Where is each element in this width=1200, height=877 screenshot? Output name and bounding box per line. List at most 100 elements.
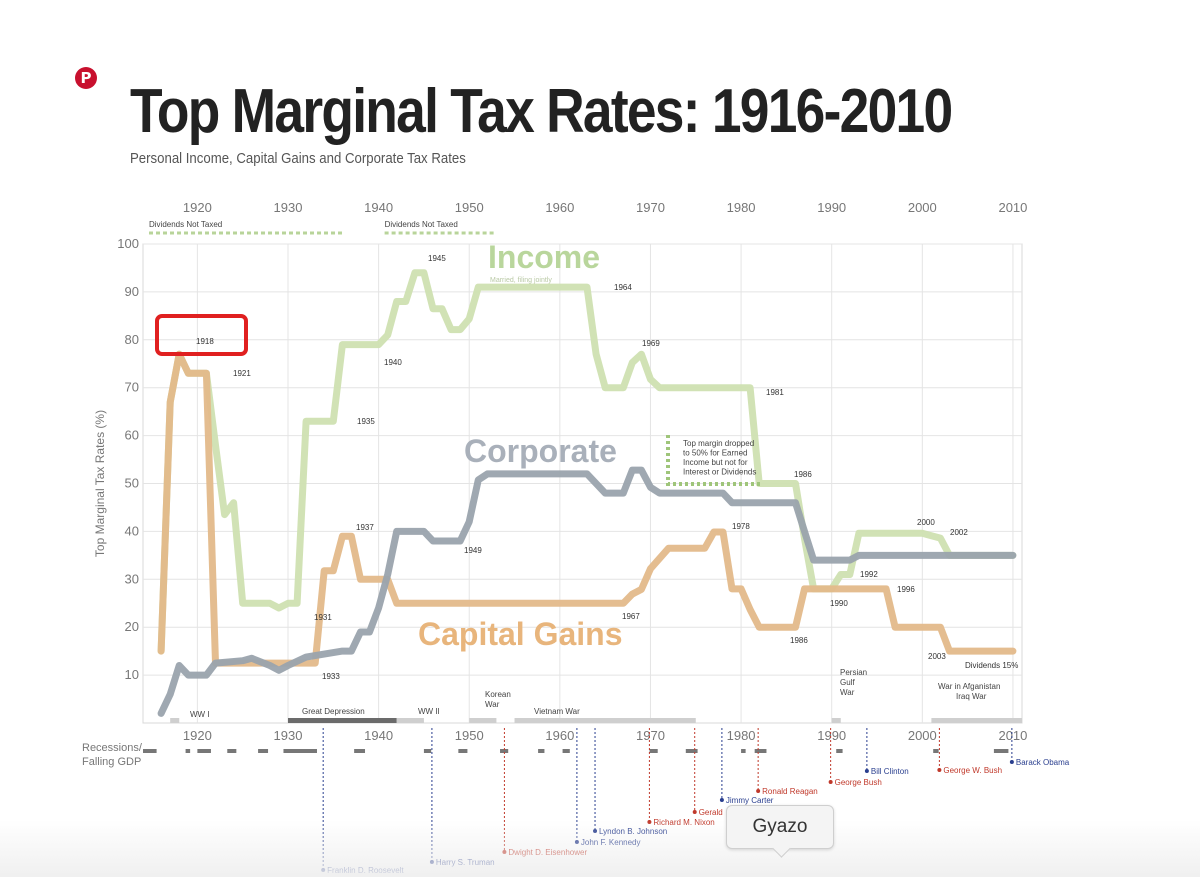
year-annotation: 1935 <box>357 417 375 426</box>
y-tick-label: 30 <box>125 571 139 586</box>
year-annotation: 1967 <box>622 612 640 621</box>
x-tick-label-bottom: 1970 <box>636 728 665 743</box>
recession-bar <box>836 749 843 753</box>
year-annotation: 1945 <box>428 254 446 263</box>
event-bar <box>514 718 696 723</box>
y-tick-label: 10 <box>125 667 139 682</box>
chart-subtitle: Personal Income, Capital Gains and Corpo… <box>130 150 466 167</box>
event-bar <box>469 718 497 723</box>
event-label: Korean <box>485 690 511 699</box>
recession-bar <box>500 749 509 753</box>
recession-bar <box>258 749 269 753</box>
y-tick-label: 90 <box>125 284 139 299</box>
event-label: Persian <box>840 668 867 677</box>
event-label: Great Depression <box>302 707 365 716</box>
president-label: George W. Bush <box>943 766 1002 775</box>
president-marker <box>828 780 833 784</box>
recession-bar <box>423 749 432 753</box>
president-label: Barack Obama <box>1016 758 1070 767</box>
year-annotation: 1992 <box>860 570 878 579</box>
series-label-corporate: Corporate <box>464 433 617 469</box>
year-annotation: 2000 <box>917 518 935 527</box>
year-annotation: 1964 <box>614 283 632 292</box>
series-line-corporate <box>157 466 1017 717</box>
recession-bar <box>993 749 1009 753</box>
x-tick-label-top: 2000 <box>908 200 937 215</box>
recession-bar <box>933 749 939 753</box>
year-annotation: 1949 <box>464 546 482 555</box>
event-label: War <box>485 700 500 709</box>
recession-bar <box>538 749 545 753</box>
year-annotation: 1918 <box>196 337 214 346</box>
recession-bar <box>741 749 746 753</box>
president-marker <box>937 768 942 772</box>
recession-bar <box>562 749 570 753</box>
year-annotation: 1969 <box>642 339 660 348</box>
recession-bar <box>143 749 157 753</box>
x-tick-label-top: 1960 <box>545 200 574 215</box>
x-tick-label-top: 1980 <box>727 200 756 215</box>
year-annotation: 1937 <box>356 523 374 532</box>
recession-bar <box>197 749 211 753</box>
recession-bar <box>685 749 698 753</box>
y-tick-label: 20 <box>125 619 139 634</box>
pinterest-icon[interactable]: P <box>75 67 97 89</box>
highlight-box-1918 <box>155 314 248 356</box>
dividends-not-taxed-label: Dividends Not Taxed <box>385 220 458 229</box>
x-tick-label-top: 1970 <box>636 200 665 215</box>
event-label: Vietnam War <box>534 707 580 716</box>
x-tick-label-bottom: 1920 <box>183 728 212 743</box>
year-annotation: 1931 <box>314 613 332 622</box>
recessions-label-line1: Recessions/ <box>82 742 143 754</box>
recession-bar <box>227 749 237 753</box>
chart-title: Top Marginal Tax Rates: 1916-2010 <box>130 77 953 146</box>
series-label-income: Income <box>488 239 600 275</box>
x-tick-label-top: 1950 <box>455 200 484 215</box>
gyazo-tooltip[interactable]: Gyazo <box>726 805 834 849</box>
recession-bar <box>458 749 468 753</box>
dividend-note-line: Income but not for <box>683 458 748 467</box>
y-tick-label: 40 <box>125 523 139 538</box>
event-label: Gulf <box>840 678 855 687</box>
president-marker <box>692 810 697 814</box>
president-marker <box>719 798 724 802</box>
x-tick-label-top: 1920 <box>183 200 212 215</box>
year-annotation: 1978 <box>732 522 750 531</box>
series-sublabel-income: Married, filing jointly <box>490 277 552 284</box>
x-tick-label-bottom: 2010 <box>998 728 1027 743</box>
president-label: Jimmy Carter <box>726 796 774 805</box>
y-tick-label: 80 <box>125 332 139 347</box>
year-annotation: 1933 <box>322 672 340 681</box>
president-label: Ronald Reagan <box>762 787 818 796</box>
event-label: Iraq War <box>956 692 987 701</box>
president-marker <box>864 769 869 773</box>
x-tick-label-bottom: 1960 <box>545 728 574 743</box>
year-annotation: 1986 <box>794 470 812 479</box>
president-label: Gerald <box>699 808 723 817</box>
x-tick-label-bottom: 1940 <box>364 728 393 743</box>
year-annotation: Dividends 15% <box>965 661 1018 670</box>
x-tick-label-bottom: 2000 <box>908 728 937 743</box>
y-tick-label: 50 <box>125 476 139 491</box>
year-annotation: 2003 <box>928 652 946 661</box>
year-annotation: 1990 <box>830 599 848 608</box>
x-tick-label-top: 1940 <box>364 200 393 215</box>
year-annotation: 1981 <box>766 388 784 397</box>
president-marker <box>1009 760 1014 764</box>
president-label: George Bush <box>835 778 882 787</box>
event-label: War in Afganistan <box>938 682 1000 691</box>
recession-bar <box>754 749 767 753</box>
recession-bar <box>354 749 366 753</box>
president-marker <box>756 789 761 793</box>
event-bar <box>396 718 424 723</box>
recession-bar <box>649 749 658 753</box>
dividend-note-bracket <box>666 435 760 486</box>
dividend-note-line: Interest or Dividends <box>683 468 756 477</box>
dividends-not-taxed-label: Dividends Not Taxed <box>149 220 222 229</box>
event-label: War <box>840 688 855 697</box>
recessions-label-line2: Falling GDP <box>82 756 141 768</box>
event-bar <box>831 718 841 723</box>
x-tick-label-top: 1930 <box>274 200 303 215</box>
year-annotation: 1996 <box>897 585 915 594</box>
